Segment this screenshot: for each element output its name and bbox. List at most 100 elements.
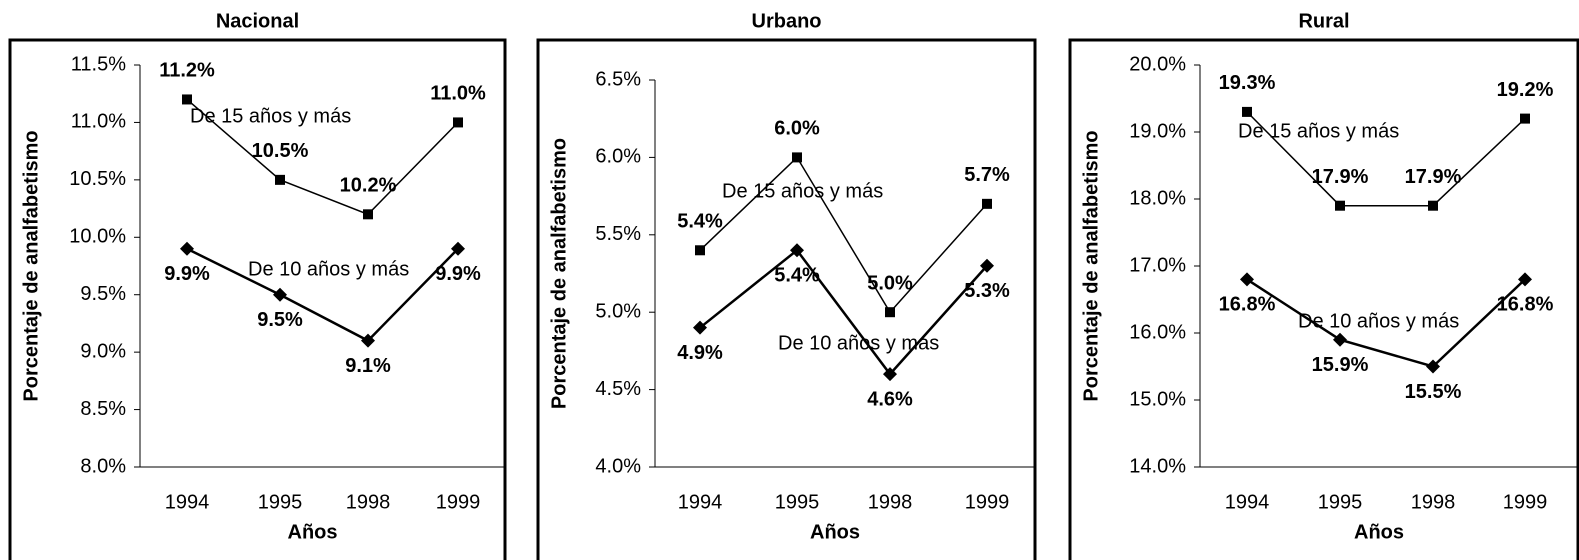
y-tick-label: 19.0%	[1129, 120, 1186, 142]
line	[186, 247, 459, 343]
marker	[792, 152, 802, 163]
x-tick-label: 1999	[1503, 491, 1548, 513]
line	[699, 248, 988, 377]
x-tick-label: 1994	[165, 491, 210, 513]
y-axis-label: Porcentaje de analfabetismo	[20, 130, 42, 401]
y-tick-label: 20.0%	[1129, 53, 1186, 75]
data-label: 9.1%	[345, 355, 391, 377]
y-tick-label: 18.0%	[1129, 187, 1186, 209]
data-label: 5.0%	[867, 272, 913, 294]
data-label: 9.5%	[257, 309, 303, 331]
marker	[451, 241, 465, 256]
marker	[1428, 200, 1438, 211]
marker	[695, 245, 705, 256]
marker	[1426, 359, 1440, 374]
series-label: De 15 años y más	[722, 180, 883, 202]
x-tick-label: 1995	[258, 491, 303, 513]
x-axis-label: Años	[288, 521, 338, 543]
marker	[885, 307, 895, 318]
series-label: De 15 años y más	[190, 105, 351, 127]
data-label: 9.9%	[435, 263, 481, 285]
marker	[1242, 106, 1252, 117]
frame	[536, 38, 1037, 560]
series-label: De 10 años y más	[778, 332, 939, 354]
y-tick-label: 11.0%	[71, 111, 126, 133]
data-label: 11.2%	[159, 60, 215, 82]
data-label: 10.5%	[252, 140, 309, 162]
data-label: 4.9%	[677, 342, 723, 364]
x-tick-label: 1998	[868, 491, 913, 513]
marker	[1518, 272, 1532, 287]
y-tick-label: 6.5%	[595, 68, 641, 90]
x-tick-label: 1995	[1318, 491, 1363, 513]
marker	[361, 333, 375, 348]
y-tick-label: 10.0%	[69, 226, 126, 248]
marker	[275, 174, 285, 185]
y-tick-label: 8.0%	[80, 455, 126, 477]
x-tick-label: 1995	[775, 491, 820, 513]
chart-title: Nacional	[216, 10, 299, 32]
data-label: 5.7%	[964, 164, 1010, 186]
marker	[693, 320, 707, 335]
marker	[453, 117, 463, 128]
line	[699, 156, 988, 314]
data-label: 10.2%	[340, 175, 397, 197]
marker	[1335, 200, 1345, 211]
series-label: De 10 años y más	[1298, 310, 1459, 332]
chart-title: Urbano	[752, 10, 822, 32]
data-label: 19.2%	[1497, 79, 1554, 101]
data-label: 9.9%	[164, 263, 210, 285]
marker	[1520, 113, 1530, 124]
series-label: De 10 años y más	[248, 258, 409, 280]
y-tick-label: 9.5%	[80, 283, 126, 305]
data-label: 11.0%	[430, 83, 486, 105]
x-tick-label: 1994	[678, 491, 723, 513]
y-tick-label: 15.0%	[1129, 388, 1186, 410]
y-tick-label: 4.0%	[595, 455, 641, 477]
y-tick-label: 17.0%	[1129, 254, 1186, 276]
y-tick-label: 6.0%	[595, 146, 641, 168]
x-tick-label: 1994	[1225, 491, 1270, 513]
x-tick-label: 1998	[1411, 491, 1456, 513]
y-tick-label: 5.0%	[595, 300, 641, 322]
y-tick-label: 16.0%	[1129, 321, 1186, 343]
y-tick-label: 14.0%	[1129, 455, 1186, 477]
marker	[182, 94, 192, 105]
x-axis-label: Años	[810, 521, 860, 543]
data-label: 16.8%	[1497, 294, 1554, 316]
chart-title: Rural	[1298, 10, 1349, 32]
marker	[980, 258, 994, 273]
data-label: 6.0%	[774, 118, 820, 140]
data-label: 16.8%	[1219, 294, 1276, 316]
y-axis-label: Porcentaje de analfabetismo	[548, 138, 570, 409]
data-label: 5.3%	[964, 280, 1010, 302]
marker	[363, 209, 373, 220]
marker	[1333, 332, 1347, 347]
x-tick-label: 1999	[965, 491, 1010, 513]
frame	[1068, 38, 1579, 560]
data-label: 5.4%	[774, 265, 820, 287]
data-label: 17.9%	[1312, 166, 1369, 188]
x-axis-label: Años	[1354, 521, 1404, 543]
y-axis-label: Porcentaje de analfabetismo	[1080, 130, 1102, 401]
y-tick-label: 9.0%	[80, 340, 126, 362]
marker	[982, 198, 992, 209]
marker	[180, 241, 194, 256]
line	[1246, 111, 1526, 207]
y-tick-label: 5.5%	[595, 223, 641, 245]
y-tick-label: 4.5%	[595, 378, 641, 400]
x-tick-label: 1999	[436, 491, 481, 513]
marker	[883, 367, 897, 382]
line	[1246, 278, 1526, 368]
y-tick-label: 8.5%	[80, 398, 126, 420]
x-tick-label: 1998	[346, 491, 391, 513]
marker	[790, 243, 804, 258]
marker	[273, 287, 287, 302]
y-tick-label: 11.5%	[71, 53, 126, 75]
line	[186, 98, 459, 216]
series-label: De 15 años y más	[1238, 120, 1399, 142]
data-label: 17.9%	[1405, 166, 1462, 188]
data-label: 15.9%	[1312, 354, 1369, 376]
frame	[8, 38, 507, 560]
